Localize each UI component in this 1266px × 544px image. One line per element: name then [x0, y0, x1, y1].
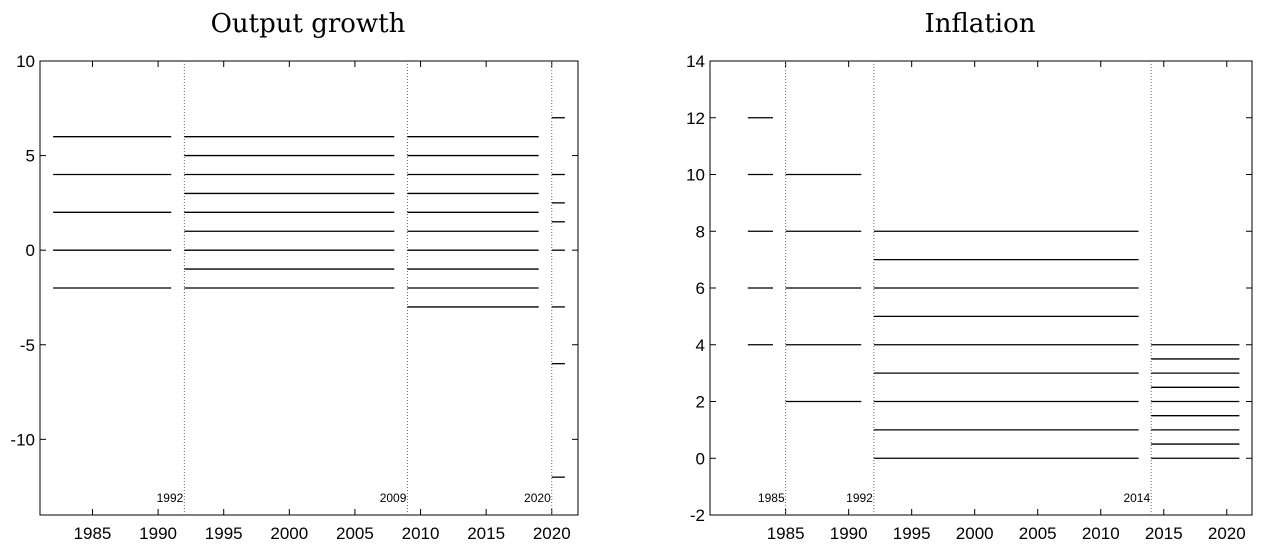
break-label: 1992: [846, 491, 873, 505]
x-tick-label: 2005: [1019, 524, 1057, 543]
x-tick-label: 2010: [402, 524, 440, 543]
x-tick-label: 2000: [956, 524, 994, 543]
break-label: 1985: [758, 491, 785, 505]
x-tick-label: 1985: [767, 524, 805, 543]
x-tick-label: 1990: [830, 524, 868, 543]
x-tick-label: 2015: [1145, 524, 1183, 543]
y-tick-label: 6: [696, 279, 705, 298]
chart-title: Output growth: [211, 9, 406, 39]
y-tick-label: -5: [20, 336, 35, 355]
panel-inflation: Inflation 1985 1990 1995 2000 2005 2010 2015 20…: [686, 9, 1253, 543]
x-tick-label: 2010: [1082, 524, 1120, 543]
y-tick-label: -2: [690, 506, 705, 525]
axes-frame: [39, 60, 579, 516]
x-tick-label: 2015: [467, 524, 505, 543]
x-tick-label: 1990: [139, 524, 177, 543]
y-tick-label: 8: [696, 222, 705, 241]
x-tick-label: 2020: [533, 524, 571, 543]
x-tick-label: 2005: [336, 524, 374, 543]
y-tick-label: 10: [16, 52, 35, 71]
y-tick-label: -10: [10, 430, 35, 449]
break-label: 2020: [524, 491, 551, 505]
break-label: 1992: [157, 491, 184, 505]
x-tick-label: 2020: [1208, 524, 1246, 543]
y-tick-label: 10: [686, 166, 705, 185]
y-tick-label: 5: [26, 147, 35, 166]
x-tick-label: 2000: [270, 524, 308, 543]
y-tick-label: 4: [696, 336, 705, 355]
x-tick-label: 1995: [205, 524, 243, 543]
y-tick-label: 14: [686, 52, 705, 71]
y-tick-label: 0: [26, 241, 35, 260]
x-tick-label: 1995: [893, 524, 931, 543]
chart-title: Inflation: [924, 9, 1035, 39]
x-tick-label: 1985: [74, 524, 112, 543]
panel-output-growth: Output growth 1985 1990 1995 2000 2005 2010 20…: [10, 9, 579, 543]
y-tick-label: 0: [696, 449, 705, 468]
y-tick-label: 12: [686, 109, 705, 128]
break-label: 2014: [1123, 491, 1150, 505]
y-tick-label: 2: [696, 393, 705, 412]
break-label: 2009: [380, 491, 407, 505]
